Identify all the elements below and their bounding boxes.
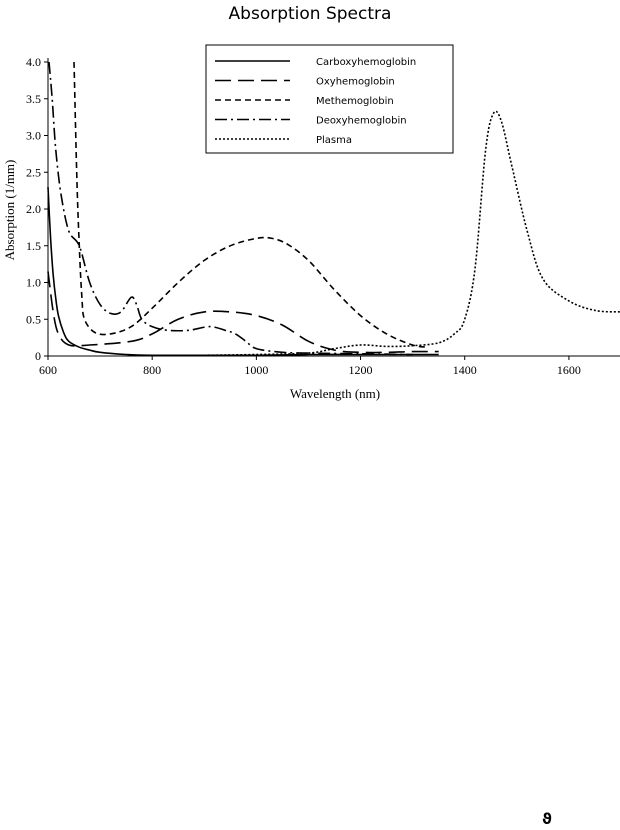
y-tick-label: 3.5	[26, 92, 41, 106]
y-tick-label: 3.0	[26, 129, 41, 143]
legend-label-plasma: Plasma	[316, 135, 352, 146]
x-tick-label: 600	[39, 363, 57, 377]
publisher-logo-icon: ϑ	[542, 810, 552, 828]
y-tick-label: 1.5	[26, 239, 41, 253]
legend-label-methemoglobin: Methemoglobin	[316, 96, 394, 107]
x-tick-label: 1200	[349, 363, 373, 377]
series-line-plasma	[204, 110, 620, 357]
x-tick-label: 1600	[557, 363, 581, 377]
y-tick-label: 4.0	[26, 55, 41, 69]
absorption-chart: 600 800 1000 1200 1400 1600 0 0.5 1.0 1.5 2.0 2.5 3.…	[2, 44, 620, 401]
y-tick-label: 0.5	[26, 312, 41, 326]
x-axis-label: Wavelength (nm)	[290, 386, 380, 401]
series-line-deoxyhemoglobin	[48, 61, 413, 356]
y-tick-label: 0	[35, 349, 41, 363]
y-tick-label: 2.5	[26, 165, 41, 179]
x-tick-label: 800	[143, 363, 161, 377]
legend-box	[205, 44, 454, 154]
series-line-carboxyhemoglobin	[47, 186, 439, 357]
y-tick-label: 2.0	[26, 202, 41, 216]
chart-title: Absorption Spectra	[228, 4, 392, 24]
series-layer	[47, 61, 620, 357]
legend-label-oxyhemoglobin: Oxyhemoglobin	[316, 77, 395, 88]
y-axis-label: Absorption (1/mm)	[2, 160, 17, 261]
axes-group: 600 800 1000 1200 1400 1600 0 0.5 1.0 1.5 2.0 2.5 3.…	[26, 55, 620, 377]
legend-label-carboxyhemoglobin: Carboxyhemoglobin	[316, 57, 416, 68]
series-line-methemoglobin	[73, 61, 429, 348]
series-line-oxyhemoglobin	[47, 271, 439, 354]
x-tick-label: 1000	[244, 363, 268, 377]
x-tick-label: 1400	[453, 363, 477, 377]
legend: Carboxyhemoglobin Oxyhemoglobin Methemoglo…	[205, 44, 454, 154]
y-tick-label: 1.0	[26, 276, 41, 290]
legend-label-deoxyhemoglobin: Deoxyhemoglobin	[316, 116, 407, 127]
